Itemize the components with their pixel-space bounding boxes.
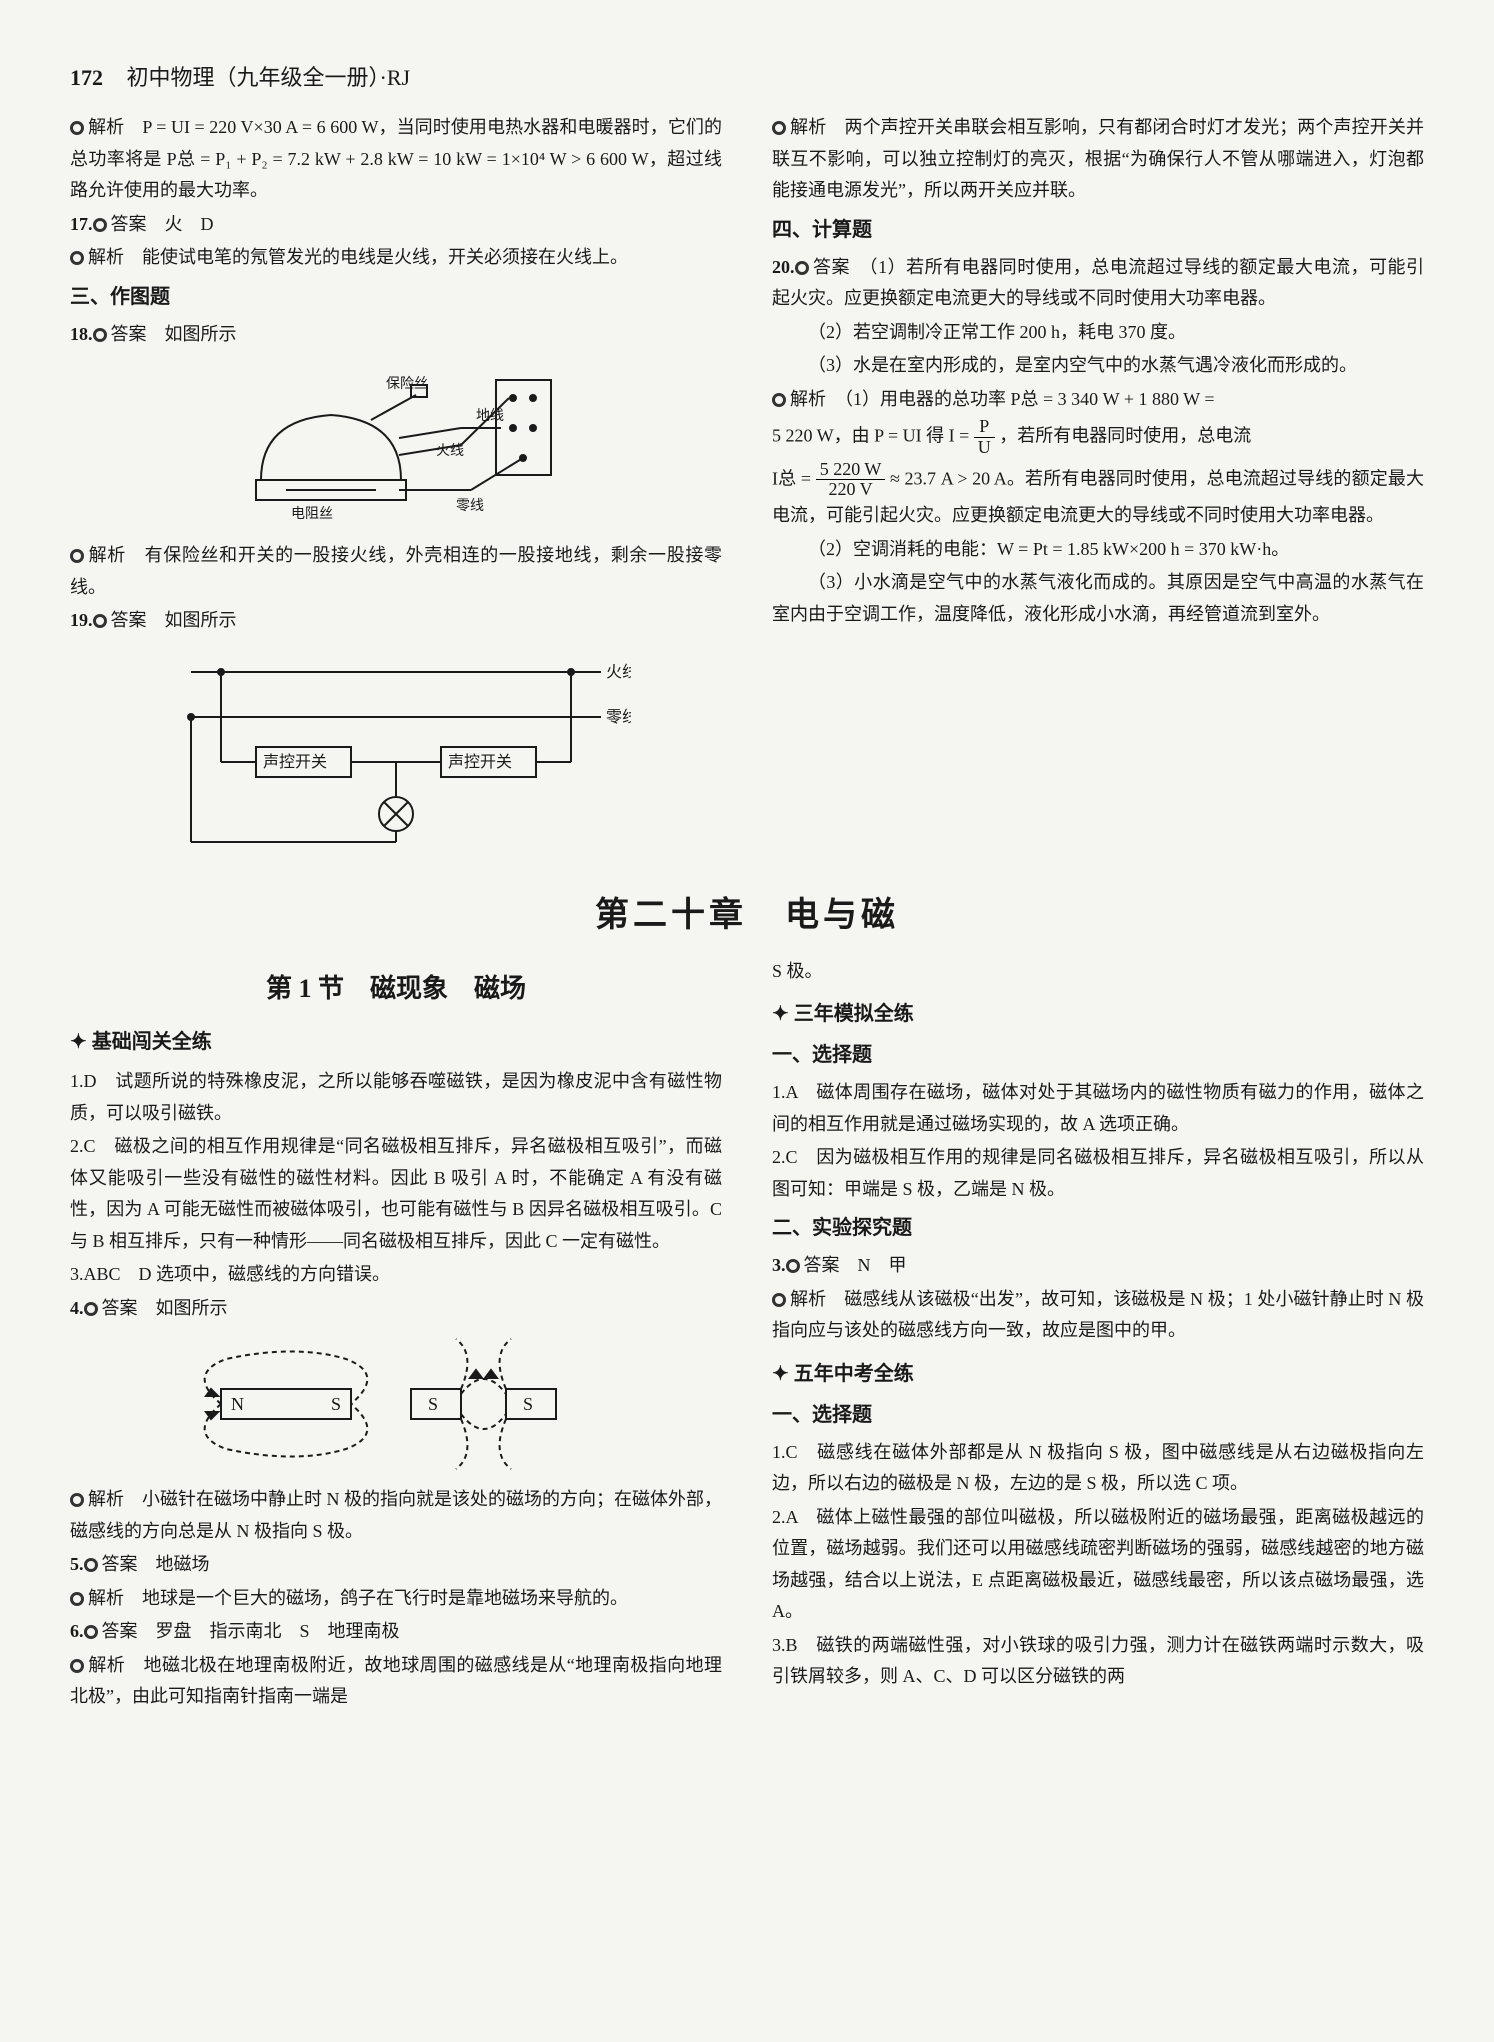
rq2: 2.C 因为磁极相互作用的规律是同名磁极相互排斥，异名磁极相互吸引，所以从图可知… — [772, 1142, 1424, 1205]
page-number: 172 — [70, 65, 103, 90]
lq5: 5.答案 地磁场 — [70, 1549, 722, 1581]
cont-s-pole: S 极。 — [772, 956, 1424, 988]
lq1: 1.D 试题所说的特殊橡皮泥，之所以能够吞噬磁铁，是因为橡皮泥中含有磁性物质，可… — [70, 1066, 722, 1129]
svg-text:声控开关: 声控开关 — [448, 753, 512, 771]
lower-left-column: 第 1 节 磁现象 磁场 基础闯关全练 1.D 试题所说的特殊橡皮泥，之所以能够… — [70, 956, 722, 1715]
marker-icon — [70, 251, 84, 265]
svg-text:保险丝: 保险丝 — [386, 376, 428, 392]
heading-five-year: 五年中考全练 — [772, 1357, 1424, 1392]
marker-icon — [70, 121, 84, 135]
marker-icon — [772, 393, 786, 407]
fraction-I-total: 5 220 W 220 V — [816, 460, 886, 501]
lq6: 6.答案 罗盘 指示南北 S 地理南极 — [70, 1616, 722, 1648]
rq1: 1.A 磁体周围存在磁场，磁体对处于其磁场内的磁性物质有磁力的作用，磁体之间的相… — [772, 1077, 1424, 1140]
marker-icon — [93, 328, 107, 342]
section-heading-calc: 四、计算题 — [772, 213, 1424, 248]
marker-icon — [70, 1493, 84, 1507]
lq6-explain: 解析 地磁北极在地理南极附近，故地球周围的磁感线是从“地理南极指向地理北极”，由… — [70, 1650, 722, 1713]
sub-choice: 一、选择题 — [772, 1038, 1424, 1073]
q20-exp-2: I总 = 5 220 W 220 V ≈ 23.7 A > 20 A。若所有电器… — [772, 460, 1424, 532]
section-1-title: 第 1 节 磁现象 磁场 — [70, 966, 722, 1012]
lq4-explain: 解析 小磁针在磁场中静止时 N 极的指向就是该处的磁场的方向；在磁体外部，磁感线… — [70, 1484, 722, 1547]
marker-icon — [70, 549, 84, 563]
marker-icon — [70, 1592, 84, 1606]
q19: 19.答案 如图所示 — [70, 605, 722, 637]
q20-exp-1: 解析 （1）用电器的总功率 P总 = 3 340 W + 1 880 W = — [772, 384, 1424, 416]
svg-text:声控开关: 声控开关 — [263, 753, 327, 771]
q20-exp-1-line2: 5 220 W，由 P = UI 得 I = P U ，若所有电器同时使用，总电… — [772, 417, 1424, 458]
sub-choice-2: 一、选择题 — [772, 1398, 1424, 1433]
marker-icon — [84, 1625, 98, 1639]
diagram-19: 火线 零线 声控开关 声控开关 — [70, 647, 722, 847]
lq2: 2.C 磁极之间的相互作用规律是“同名磁极相互排斥，异名磁极相互吸引”，而磁体又… — [70, 1131, 722, 1257]
q17-explain: 解析 能使试电笔的氖管发光的电线是火线，开关必须接在火线上。 — [70, 242, 722, 274]
svg-text:火线: 火线 — [606, 663, 631, 681]
para-explain-power: 解析 P = UI = 220 V×30 A = 6 600 W，当同时使用电热… — [70, 112, 722, 207]
q20-ans-3: （3）水是在室内形成的，是室内空气中的水蒸气遇冷液化而形成的。 — [772, 350, 1424, 382]
diagram-4: N S S S — [70, 1334, 722, 1474]
q18-explain: 解析 有保险丝和开关的一股接火线，外壳相连的一股接地线，剩余一股接零线。 — [70, 540, 722, 603]
lower-right-column: S 极。 三年模拟全练 一、选择题 1.A 磁体周围存在磁场，磁体对处于其磁场内… — [772, 956, 1424, 1715]
fraction-P-over-U: P U — [974, 417, 995, 458]
top-block: 解析 P = UI = 220 V×30 A = 6 600 W，当同时使用电热… — [70, 112, 1424, 857]
diagram-18: 保险丝 火线 地线 零线 电阻丝 — [70, 360, 722, 530]
sub-experiment: 二、实验探究题 — [772, 1211, 1424, 1246]
marker-icon — [772, 1293, 786, 1307]
rq3: 3.答案 N 甲 — [772, 1250, 1424, 1282]
diagram-19-svg: 火线 零线 声控开关 声控开关 — [161, 647, 631, 847]
diagram-18-svg: 保险丝 火线 地线 零线 电阻丝 — [221, 360, 571, 530]
heading-basic: 基础闯关全练 — [70, 1025, 722, 1060]
diagram-4-svg: N S S S — [176, 1334, 616, 1474]
lq5-explain: 解析 地球是一个巨大的磁场，鸽子在飞行时是靠地磁场来导航的。 — [70, 1583, 722, 1615]
marker-icon — [795, 261, 809, 275]
q20-ans-2: （2）若空调制冷正常工作 200 h，耗电 370 度。 — [772, 317, 1424, 349]
section-heading-drawing: 三、作图题 — [70, 280, 722, 315]
rq1b: 1.C 磁感线在磁体外部都是从 N 极指向 S 极，图中磁感线是从右边磁极指向左… — [772, 1437, 1424, 1500]
marker-icon — [786, 1259, 800, 1273]
q20-exp-4: （3）小水滴是空气中的水蒸气液化而成的。其原因是空气中高温的水蒸气在室内由于空调… — [772, 567, 1424, 630]
svg-text:S: S — [331, 1394, 341, 1414]
marker-icon — [84, 1558, 98, 1572]
marker-icon — [93, 218, 107, 232]
lower-columns: 第 1 节 磁现象 磁场 基础闯关全练 1.D 试题所说的特殊橡皮泥，之所以能够… — [70, 956, 1424, 1715]
rq3b: 3.B 磁铁的两端磁性强，对小铁球的吸引力强，测力计在磁铁两端时示数大，吸引铁屑… — [772, 1630, 1424, 1693]
rq2b: 2.A 磁体上磁性最强的部位叫磁极，所以磁极附近的磁场最强，距离磁极越远的位置，… — [772, 1502, 1424, 1628]
page-header-text: 初中物理（九年级全一册）·RJ — [127, 65, 411, 90]
rq3-explain: 解析 磁感线从该磁极“出发”，故可知，该磁极是 N 极；1 处小磁针静止时 N … — [772, 1284, 1424, 1347]
heading-three-year: 三年模拟全练 — [772, 997, 1424, 1032]
chapter-title: 第二十章 电与磁 — [70, 887, 1424, 936]
marker-icon — [93, 614, 107, 628]
para-parallel-switch: 解析 两个声控开关串联会相互影响，只有都闭合时灯才发光；两个声控开关并联互不影响… — [772, 112, 1424, 207]
q17: 17.答案 火 D — [70, 209, 722, 241]
marker-icon — [70, 1659, 84, 1673]
page-header: 172 初中物理（九年级全一册）·RJ — [70, 60, 1424, 92]
top-left-column: 解析 P = UI = 220 V×30 A = 6 600 W，当同时使用电热… — [70, 112, 722, 857]
lower-block: 第 1 节 磁现象 磁场 基础闯关全练 1.D 试题所说的特殊橡皮泥，之所以能够… — [70, 956, 1424, 1715]
svg-text:N: N — [231, 1394, 244, 1414]
marker-icon — [772, 121, 786, 135]
svg-text:火线: 火线 — [436, 443, 464, 459]
top-right-column: 解析 两个声控开关串联会相互影响，只有都闭合时灯才发光；两个声控开关并联互不影响… — [772, 112, 1424, 857]
svg-text:零线: 零线 — [456, 498, 484, 514]
svg-text:S: S — [523, 1394, 533, 1414]
lq3: 3.ABC D 选项中，磁感线的方向错误。 — [70, 1259, 722, 1291]
q18: 18.答案 如图所示 — [70, 319, 722, 351]
svg-text:电阻丝: 电阻丝 — [291, 506, 333, 522]
top-columns: 解析 P = UI = 220 V×30 A = 6 600 W，当同时使用电热… — [70, 112, 1424, 857]
marker-icon — [84, 1302, 98, 1316]
svg-text:S: S — [428, 1394, 438, 1414]
lq4: 4.答案 如图所示 — [70, 1293, 722, 1325]
q20-exp-3: （2）空调消耗的电能：W = Pt = 1.85 kW×200 h = 370 … — [772, 534, 1424, 566]
svg-text:零线: 零线 — [606, 708, 631, 726]
svg-text:地线: 地线 — [476, 408, 504, 424]
q20: 20.答案 （1）若所有电器同时使用，总电流超过导线的额定最大电流，可能引起火灾… — [772, 252, 1424, 315]
